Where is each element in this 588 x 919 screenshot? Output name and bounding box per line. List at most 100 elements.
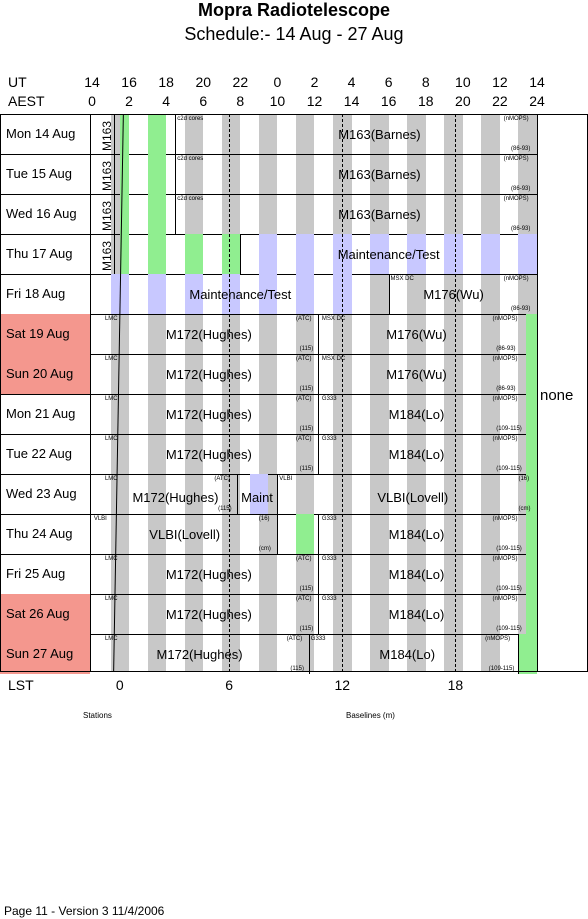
hour-stripe <box>221 114 241 672</box>
m163-label: M163 <box>100 160 114 191</box>
green-block <box>525 514 537 554</box>
project-label: M172(Hughes) <box>165 447 252 462</box>
maint-block <box>370 234 389 274</box>
row-divider <box>0 394 537 395</box>
day-label: Fri 25 Aug <box>6 566 66 581</box>
nmops-label: (nMOPS) <box>492 596 518 602</box>
green-block <box>295 514 315 554</box>
nmops-label: (nMOPS) <box>492 556 518 562</box>
vlbi-label: VLBI <box>279 476 293 482</box>
project-label: M172(Hughes) <box>165 567 252 582</box>
block-divider <box>318 394 320 434</box>
green-block <box>525 354 537 394</box>
lmc-label: LMC <box>104 436 118 442</box>
green-block <box>525 314 537 354</box>
target-label: G333 <box>321 396 337 402</box>
project-label: Maintenance/Test <box>189 287 292 302</box>
r16-label: (16) <box>518 476 530 482</box>
green-block <box>147 194 167 234</box>
ut-tick: 12 <box>492 74 508 90</box>
lmc-label: LMC <box>104 556 118 562</box>
baselines-label: Baselines (m) <box>346 711 395 720</box>
day-label: Tue 22 Aug <box>6 446 73 461</box>
row-divider <box>0 594 537 595</box>
page-subtitle: Schedule:- 14 Aug - 27 Aug <box>184 24 404 44</box>
page-title: Mopra Radiotelescope <box>197 0 391 20</box>
block-divider <box>308 634 310 674</box>
green-block <box>525 594 537 634</box>
aest-tick: 0 <box>88 93 96 109</box>
block-divider <box>277 474 279 514</box>
lst-dashed-line <box>342 114 344 672</box>
target-label: G333 <box>321 596 337 602</box>
maint-block <box>249 474 269 514</box>
project-label: M172(Hughes) <box>165 367 252 382</box>
range-label: (86-93) <box>511 306 531 312</box>
project-label: M172(Hughes) <box>132 490 219 505</box>
lst-tick: 12 <box>334 677 351 693</box>
block-divider <box>318 434 320 474</box>
lmc-label: LMC <box>104 316 118 322</box>
maint-block <box>407 234 426 274</box>
range-label: (86-93) <box>511 226 531 232</box>
nmops-label: (nMOPS) <box>492 436 518 442</box>
maint-block <box>295 274 315 314</box>
cm-label: (cm) <box>518 506 531 512</box>
hour-stripe <box>407 114 426 672</box>
row-divider <box>0 194 537 195</box>
block-divider <box>318 594 320 634</box>
maint-block <box>258 274 278 314</box>
day-label: Thu 17 Aug <box>6 246 73 261</box>
nmops-label: (nMOPS) <box>503 116 529 122</box>
maint-block <box>444 234 463 274</box>
nmops-label: (nMOPS) <box>492 516 518 522</box>
block-divider <box>114 194 116 234</box>
green-block <box>147 234 167 274</box>
ut-tick: 16 <box>121 74 137 90</box>
lmc-label: LMC <box>104 636 118 642</box>
block-divider <box>277 514 279 554</box>
block-divider <box>318 314 320 354</box>
aest-tick: 16 <box>380 93 397 109</box>
ut-tick: 14 <box>84 74 100 90</box>
project-label: Maintenance/Test <box>337 247 440 262</box>
day-label: Wed 16 Aug <box>6 206 77 221</box>
green-block <box>147 154 167 194</box>
row-divider <box>0 634 537 635</box>
block-divider <box>175 114 177 154</box>
project-label: M184(Lo) <box>388 607 445 622</box>
project-label: M184(Lo) <box>388 407 445 422</box>
nmops-label: (nMOPS) <box>492 396 518 402</box>
lst-tick: 18 <box>447 677 464 693</box>
green-block <box>525 434 537 474</box>
aest-tick: 14 <box>343 93 360 109</box>
day-label: Sun 27 Aug <box>0 634 90 674</box>
hour-stripe <box>370 114 389 672</box>
green-block <box>119 154 130 194</box>
green-block <box>119 194 130 234</box>
maint-block <box>333 274 352 314</box>
range-label: (115) <box>299 466 314 472</box>
range-label: (115) <box>218 506 232 512</box>
block-divider <box>318 354 320 394</box>
target-label: MSX DC <box>321 356 346 362</box>
target-label: MSX DC <box>321 316 346 322</box>
maint-block <box>184 274 204 314</box>
maint-block <box>221 274 241 314</box>
range-label: (109-115) <box>496 426 522 432</box>
ut-tick: 6 <box>384 74 393 90</box>
green-block <box>184 234 204 274</box>
green-block <box>221 234 241 274</box>
day-label: Wed 23 Aug <box>6 486 77 501</box>
green-block <box>147 114 167 154</box>
c2d-label: c2d cores <box>177 116 204 122</box>
target-label: G333 <box>321 436 337 442</box>
block-divider <box>175 154 177 194</box>
project-label: Maint <box>241 490 273 505</box>
ut-tick: 2 <box>310 74 319 90</box>
range-label: (115) <box>299 586 314 592</box>
project-label: M184(Lo) <box>379 647 436 662</box>
nmops-label: (nMOPS) <box>492 316 518 322</box>
row-divider <box>0 354 537 355</box>
block-divider <box>388 274 390 314</box>
